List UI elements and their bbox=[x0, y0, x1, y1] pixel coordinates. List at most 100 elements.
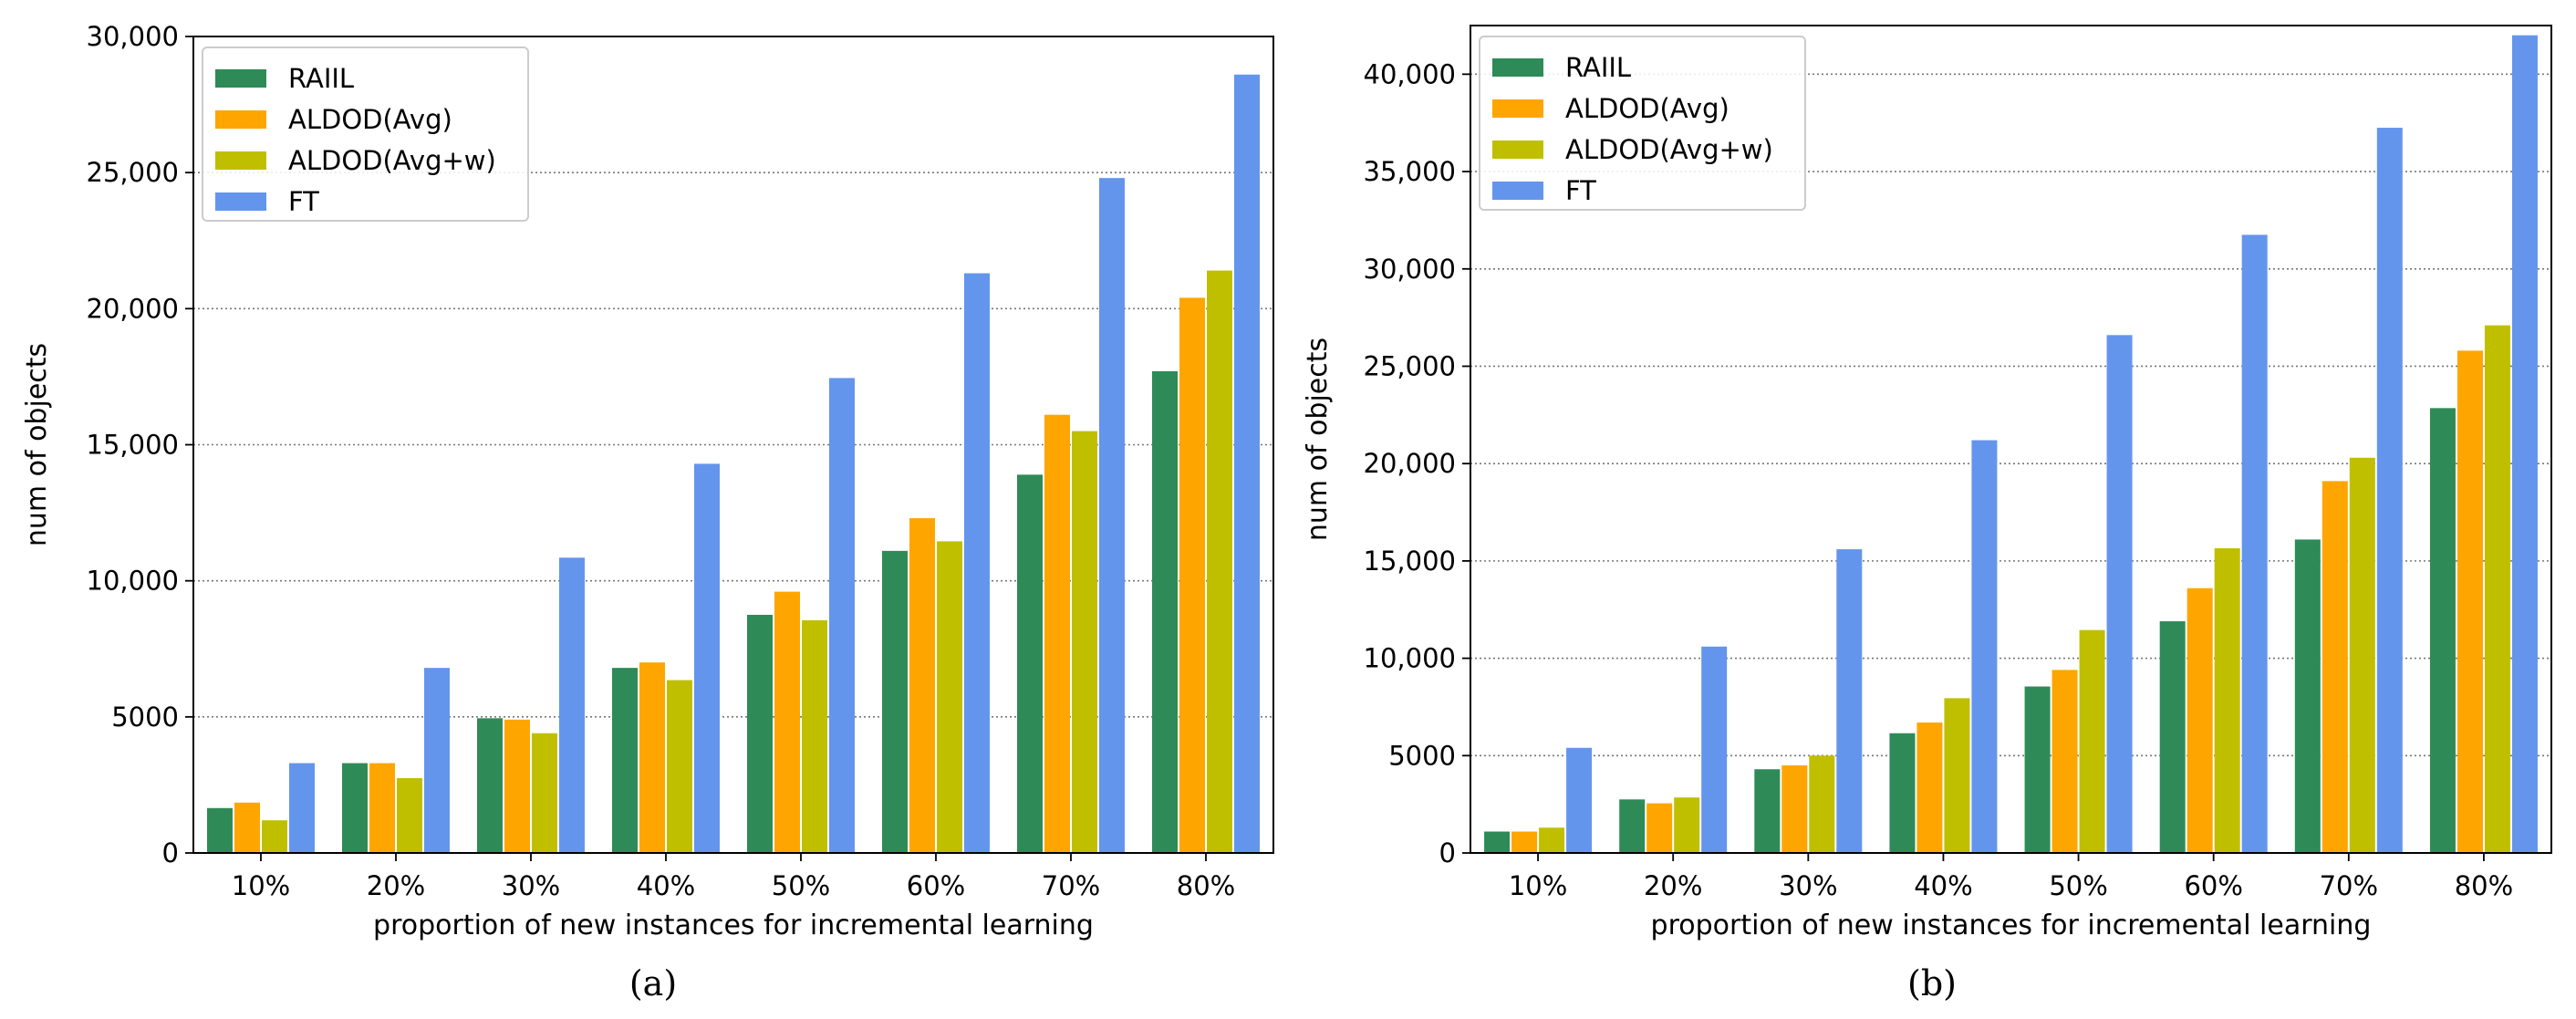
x-tick-label: 50% bbox=[772, 870, 830, 901]
legend-swatch-aldod-avg- bbox=[215, 110, 266, 129]
x-tick-label: 30% bbox=[502, 870, 560, 901]
x-axis-label: proportion of new instances for incremen… bbox=[373, 910, 1094, 941]
legend-label: FT bbox=[288, 186, 319, 217]
x-tick-label: 60% bbox=[907, 870, 965, 901]
bar-aldod-avg-w--40pct bbox=[1944, 698, 1970, 853]
bar-aldod-avg-w--30pct bbox=[532, 733, 557, 853]
bar-aldod-avg--30pct bbox=[1781, 764, 1808, 853]
bar-aldod-avg-w--80pct bbox=[1207, 270, 1232, 854]
bar-raiil-80pct bbox=[2429, 408, 2456, 853]
x-tick-label: 50% bbox=[2049, 870, 2107, 901]
bar-raiil-80pct bbox=[1152, 370, 1178, 853]
bar-raiil-10pct bbox=[1484, 831, 1511, 853]
bar-aldod-avg--60pct bbox=[909, 518, 935, 853]
y-axis-label: num of objects bbox=[21, 343, 53, 546]
bar-raiil-20pct bbox=[342, 763, 368, 853]
bar-ft-70pct bbox=[2376, 128, 2403, 853]
bar-aldod-avg-w--30pct bbox=[1809, 755, 1835, 853]
y-tick-label: 20,000 bbox=[1364, 448, 1456, 479]
y-tick-label: 40,000 bbox=[1364, 58, 1456, 89]
legend-label: RAIIL bbox=[288, 63, 354, 94]
legend-swatch-raiil bbox=[215, 69, 266, 88]
bar-ft-70pct bbox=[1099, 178, 1125, 854]
y-tick-label: 35,000 bbox=[1364, 156, 1456, 187]
plot-frame bbox=[1470, 25, 2552, 854]
bar-aldod-avg--60pct bbox=[2186, 587, 2213, 853]
y-tick-label: 10,000 bbox=[87, 566, 179, 597]
bar-ft-30pct bbox=[1836, 549, 1863, 853]
bar-aldod-avg--70pct bbox=[1044, 414, 1070, 853]
bar-aldod-avg-w--50pct bbox=[802, 619, 827, 853]
bar-aldod-avg--70pct bbox=[2322, 481, 2348, 853]
x-tick-label: 70% bbox=[2320, 870, 2378, 901]
legend-swatch-aldod-avg-w- bbox=[215, 151, 266, 170]
x-tick-label: 80% bbox=[1177, 870, 1235, 901]
bar-raiil-20pct bbox=[1619, 799, 1646, 853]
x-tick-label: 40% bbox=[637, 870, 695, 901]
y-tick-label: 0 bbox=[162, 837, 179, 868]
bar-raiil-10pct bbox=[207, 807, 233, 853]
legend-swatch-aldod-avg-w- bbox=[1492, 140, 1543, 159]
y-tick-label: 5000 bbox=[1388, 740, 1456, 771]
x-tick-label: 20% bbox=[367, 870, 425, 901]
bar-aldod-avg--30pct bbox=[504, 719, 530, 853]
legend-label: ALDOD(Avg) bbox=[288, 104, 452, 135]
bar-aldod-avg--80pct bbox=[2457, 350, 2483, 853]
legend-label: RAIIL bbox=[1565, 52, 1631, 83]
bar-aldod-avg-w--20pct bbox=[1674, 797, 1700, 853]
bar-ft-60pct bbox=[2241, 234, 2268, 854]
legend-swatch-aldod-avg- bbox=[1492, 99, 1543, 118]
bar-ft-60pct bbox=[964, 273, 990, 853]
bar-raiil-40pct bbox=[1889, 733, 1916, 853]
y-tick-label: 15,000 bbox=[87, 430, 179, 461]
bar-aldod-avg--10pct bbox=[234, 802, 260, 853]
bar-ft-80pct bbox=[2511, 35, 2538, 853]
chart-b: 0 5000 10,000 15,000 20,000 25,000 30,000 35,00… bbox=[1302, 25, 2552, 1003]
y-tick-label: 25,000 bbox=[1364, 350, 1456, 381]
x-tick-label: 10% bbox=[1509, 870, 1567, 901]
x-tick-label: 40% bbox=[1914, 870, 1972, 901]
bar-aldod-avg--50pct bbox=[2051, 670, 2078, 853]
bar-aldod-avg--80pct bbox=[1179, 297, 1205, 853]
bar-raiil-60pct bbox=[882, 550, 908, 853]
x-tick-label: 60% bbox=[2184, 870, 2242, 901]
y-tick-label: 0 bbox=[1439, 837, 1456, 868]
bar-ft-20pct bbox=[1701, 646, 1728, 853]
legend-label: ALDOD(Avg+w) bbox=[1565, 134, 1773, 165]
y-tick-label: 15,000 bbox=[1364, 546, 1456, 577]
bar-aldod-avg-w--80pct bbox=[2484, 325, 2510, 853]
legend-box bbox=[202, 47, 529, 222]
y-tick-label: 10,000 bbox=[1364, 643, 1456, 674]
x-tick-label: 20% bbox=[1644, 870, 1702, 901]
y-tick-label: 5000 bbox=[111, 702, 179, 733]
x-tick-label: 70% bbox=[1042, 870, 1100, 901]
legend-swatch-ft bbox=[1492, 182, 1543, 200]
bar-aldod-avg-w--10pct bbox=[1539, 827, 1565, 853]
bar-aldod-avg-w--60pct bbox=[2214, 548, 2240, 853]
bar-raiil-50pct bbox=[747, 614, 773, 853]
bar-aldod-avg-w--60pct bbox=[937, 541, 962, 853]
bar-ft-80pct bbox=[1234, 74, 1260, 854]
caption: (b) bbox=[1907, 963, 1957, 1003]
bar-ft-50pct bbox=[829, 378, 855, 853]
legend-box bbox=[1479, 36, 1806, 211]
legend-label: ALDOD(Avg+w) bbox=[288, 145, 496, 176]
y-axis-label: num of objects bbox=[1302, 338, 1334, 541]
bar-ft-20pct bbox=[424, 668, 450, 853]
bar-aldod-avg--40pct bbox=[639, 662, 665, 853]
bar-raiil-30pct bbox=[1754, 769, 1781, 853]
bar-ft-40pct bbox=[1971, 440, 1998, 853]
bar-ft-10pct bbox=[1566, 747, 1593, 853]
bar-aldod-avg--50pct bbox=[774, 591, 800, 853]
chart-a: 0 5000 10,000 15,000 20,000 25,000 30,000 10% 20… bbox=[21, 21, 1274, 1003]
bar-raiil-70pct bbox=[1017, 474, 1043, 853]
bar-aldod-avg--10pct bbox=[1511, 831, 1538, 853]
bar-ft-50pct bbox=[2106, 335, 2133, 853]
y-tick-label: 20,000 bbox=[87, 293, 179, 324]
bar-raiil-60pct bbox=[2159, 621, 2186, 853]
legend-swatch-ft bbox=[215, 192, 266, 211]
x-tick-label: 80% bbox=[2455, 870, 2513, 901]
legend-swatch-raiil bbox=[1492, 58, 1543, 77]
bar-aldod-avg-w--50pct bbox=[2079, 629, 2105, 853]
